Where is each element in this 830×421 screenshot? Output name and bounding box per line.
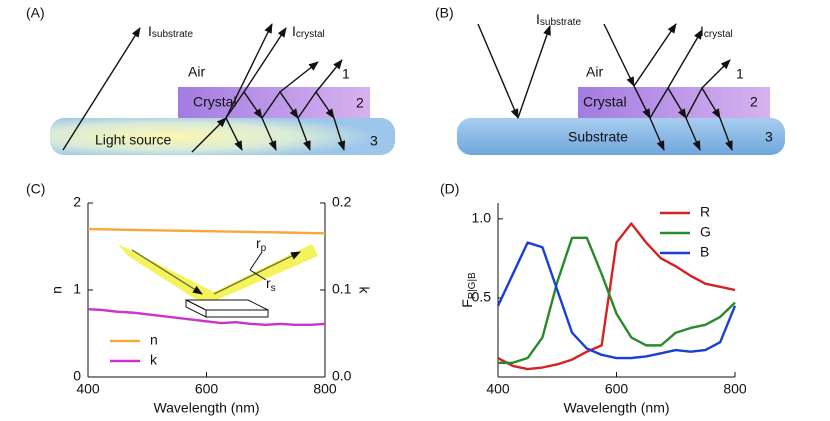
line-series — [498, 236, 736, 364]
x-tick-label: 800 — [723, 381, 747, 397]
legend-label: R — [700, 204, 710, 220]
panel-label: (D) — [440, 181, 459, 197]
annotation: rp — [256, 235, 267, 254]
crystal-layer — [178, 87, 370, 118]
label: 1 — [342, 66, 350, 82]
y-tick-label: 0.5 — [472, 289, 492, 305]
substrate — [457, 118, 785, 155]
axis-label: k — [356, 287, 372, 295]
label: 2 — [750, 94, 758, 110]
x-axis-label: Wavelength (nm) — [153, 400, 259, 416]
x-axis-label: Wavelength (nm) — [563, 400, 669, 416]
line-series — [496, 241, 737, 360]
y-tick-label: 0 — [73, 368, 81, 384]
line-series — [87, 227, 326, 235]
diagram-a: (A) Air Crystal Light source 1 2 3 Isubs… — [26, 5, 395, 155]
panel-label: (C) — [26, 181, 45, 197]
label: Light source — [95, 132, 171, 148]
annotation: r — [256, 235, 261, 251]
label: substrate — [540, 17, 582, 28]
line-series — [87, 307, 326, 326]
label: substrate — [152, 29, 194, 40]
label: I — [536, 11, 540, 27]
axis-label: FR|G|B — [459, 272, 478, 308]
rays — [62, 23, 346, 153]
axis-label: F — [459, 299, 475, 308]
label: I — [148, 23, 152, 39]
label: Isubstrate — [536, 11, 581, 28]
label: Crystal — [193, 94, 237, 110]
x-tick-label: 400 — [76, 381, 100, 397]
label: 1 — [736, 66, 744, 82]
label: 2 — [356, 95, 364, 111]
inset: rp rs — [118, 235, 318, 318]
rays — [477, 23, 733, 151]
panel-label: (A) — [26, 5, 45, 21]
label: Icrystal — [700, 23, 733, 40]
panel-label: (B) — [435, 5, 454, 21]
y-tick-label: 1.0 — [472, 210, 492, 226]
annotation: p — [261, 243, 267, 254]
legend-label: n — [150, 332, 158, 348]
axis-label: n — [49, 286, 65, 294]
legend-label: k — [150, 352, 158, 368]
label: crystal — [296, 29, 325, 40]
y-tick-label: 1 — [73, 281, 81, 297]
x-tick-label: 800 — [313, 381, 337, 397]
legend-label: B — [700, 244, 709, 260]
axis-label: R|G|B — [467, 272, 478, 299]
y2-tick-label: 0.2 — [332, 194, 352, 210]
x-tick-label: 600 — [195, 381, 219, 397]
x-tick-label: 600 — [605, 381, 629, 397]
label: Air — [188, 64, 205, 80]
label: Substrate — [568, 129, 628, 145]
annotation: r — [266, 275, 271, 291]
label: 3 — [765, 129, 773, 145]
label: Air — [586, 64, 603, 80]
legend-label: G — [700, 224, 711, 240]
y2-tick-label: 0.1 — [332, 281, 352, 297]
line-series — [497, 222, 736, 371]
label: Crystal — [583, 94, 627, 110]
annotation: s — [271, 283, 276, 294]
label: I — [292, 23, 296, 39]
label: crystal — [704, 29, 733, 40]
x-tick-label: 400 — [486, 381, 510, 397]
label: Icrystal — [292, 23, 325, 40]
y2-tick-label: 0.0 — [332, 368, 352, 384]
annotation: rs — [266, 275, 276, 294]
y-tick-label: 2 — [73, 194, 81, 210]
crystal-layer — [578, 87, 770, 118]
label: Isubstrate — [148, 23, 193, 40]
diagram-b: (B) Air Crystal Substrate 1 2 3 Isubstra… — [435, 5, 785, 155]
label: 3 — [370, 133, 378, 149]
